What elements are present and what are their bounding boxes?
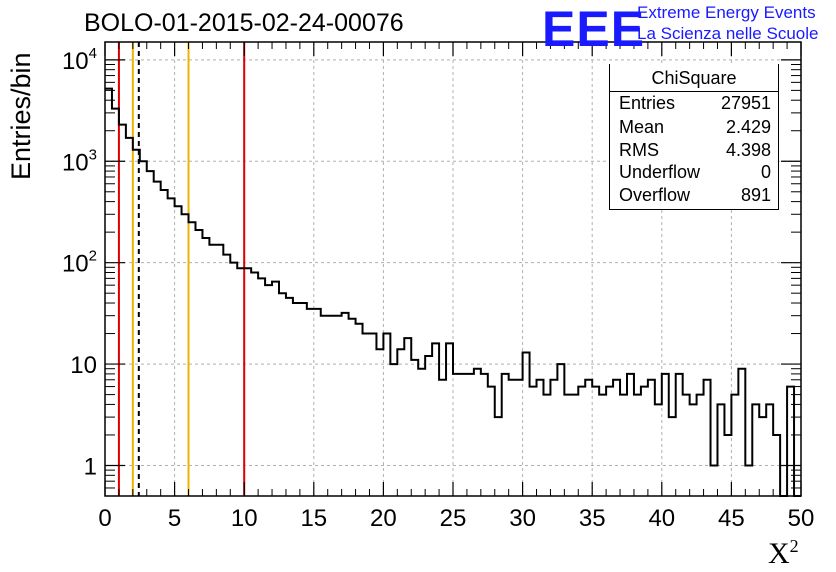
stats-value: 0: [760, 162, 771, 182]
x-tick-label: 50: [788, 505, 815, 532]
stats-value: 27951: [720, 93, 771, 113]
stats-key: Entries: [619, 93, 676, 113]
x-tick-label: 20: [370, 505, 397, 532]
x-tick-label: 15: [300, 505, 327, 532]
x-axis-label: X2: [768, 536, 799, 571]
x-tick-label: 10: [231, 505, 258, 532]
x-tick-label: 35: [579, 505, 606, 532]
stats-key: Underflow: [619, 162, 701, 182]
stats-value: 4.398: [725, 140, 771, 160]
y-axis: 1 10 102 103 104: [62, 45, 801, 497]
logo-line-1: Extreme Energy Events: [637, 3, 816, 22]
chart-title: BOLO-01-2015-02-24-00076: [84, 9, 404, 37]
logo-line-2: La Scienza nelle Scuole: [637, 24, 819, 43]
stats-box: ChiSquare Entries 27951 Mean 2.429 RMS 4…: [609, 64, 779, 210]
x-tick-label: 0: [98, 505, 111, 532]
x-tick-label: 30: [509, 505, 536, 532]
histogram-step-line: [105, 87, 801, 497]
x-axis-label-base: X: [768, 537, 790, 570]
eee-logo-mark: EEE: [542, 1, 646, 57]
y-tick-label: 103: [62, 146, 97, 176]
stats-value: 891: [740, 185, 771, 205]
y-tick-label: 104: [62, 45, 97, 75]
x-tick-label: 25: [440, 505, 467, 532]
x-axis: 0 5 10 15 20 25 30 35 40 45 50: [98, 42, 814, 532]
grid-lines: [105, 42, 801, 496]
stats-title: ChiSquare: [651, 68, 737, 88]
y-tick-label: 102: [62, 248, 97, 278]
stats-key: RMS: [619, 140, 659, 160]
stats-key: Mean: [619, 117, 665, 137]
x-tick-label: 45: [718, 505, 745, 532]
x-tick-label: 40: [648, 505, 675, 532]
y-tick-label: 1: [84, 453, 97, 480]
reference-lines: [117, 42, 246, 496]
x-tick-label: 5: [168, 505, 181, 532]
y-tick-label: 10: [70, 352, 97, 379]
x-axis-label-superscript: 2: [789, 536, 799, 556]
stats-title-underline: [610, 91, 778, 92]
y-axis-label: Entries/bin: [6, 52, 36, 180]
stats-value: 2.429: [725, 117, 771, 137]
stats-key: Overflow: [619, 185, 691, 205]
